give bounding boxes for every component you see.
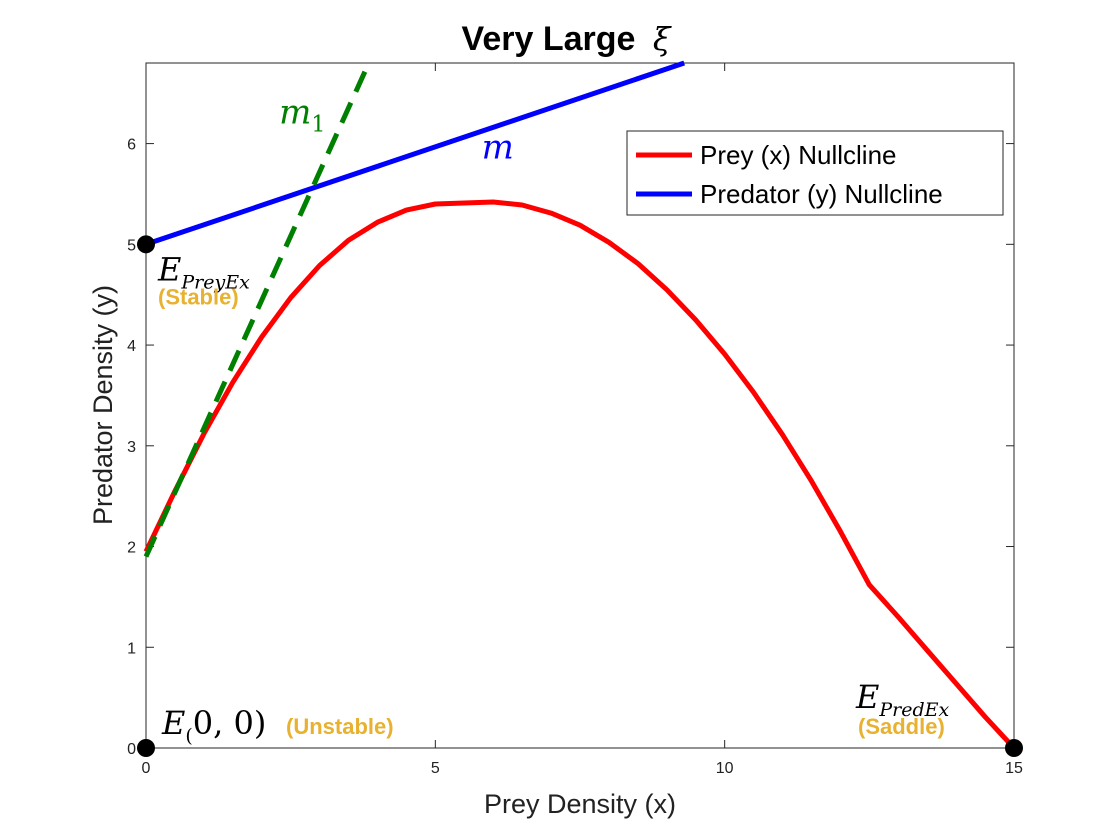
predator-nullcline (145, 60, 685, 247)
equilibrium-label: EPreyEx (157, 250, 250, 293)
legend-label-prey: Prey (x) Nullcline (700, 140, 897, 170)
equilibrium-point (137, 235, 155, 254)
y-tick-label: 2 (127, 540, 136, 557)
stability-label: (Stable) (158, 284, 239, 309)
legend: Prey (x) Nullcline Predator (y) Nullclin… (626, 130, 1004, 216)
y-tick-label: 5 (127, 237, 136, 254)
x-tick-label: 15 (1005, 760, 1023, 777)
stability-label: (Unstable) (286, 714, 394, 739)
x-axis-label: Prey Density (x) (484, 789, 676, 819)
legend-label-predator: Predator (y) Nullcline (700, 179, 943, 209)
y-tick-label: 0 (127, 741, 136, 758)
series-layer (143, 60, 1016, 750)
prey-nullcline (143, 199, 1016, 750)
equilibrium-label: E(0, 0) (161, 704, 266, 747)
equilibrium-point (1005, 739, 1023, 757)
y-tick-label: 4 (127, 338, 136, 355)
x-tick-label: 10 (716, 760, 734, 777)
y-tick-label: 1 (127, 640, 136, 657)
equilibrium-label: EPredEx (855, 678, 950, 721)
m1-label: m1 (279, 92, 325, 137)
x-tick-label: 5 (431, 760, 440, 777)
y-tick-label: 3 (127, 439, 136, 456)
equilibrium-point (137, 739, 155, 757)
x-axis: 0 5 10 15 (142, 63, 1023, 777)
x-tick-label: 0 (142, 760, 151, 777)
m1-line (143, 61, 372, 558)
chart-title: Very Large ξ (462, 20, 672, 58)
equilibrium-layer: EPreyEx(Stable) E(0, 0) (Unstable) EPredEx(… (137, 235, 1023, 757)
y-tick-label: 6 (127, 137, 136, 154)
legend-box (626, 130, 1004, 216)
chart-title-text: Very Large (462, 20, 636, 58)
label-layer: m1 m (279, 92, 514, 167)
chart-title-symbol: ξ (653, 20, 672, 58)
stability-label: (Saddle) (858, 714, 945, 739)
m-label: m (482, 128, 514, 168)
y-axis-label: Predator Density (y) (88, 285, 118, 525)
